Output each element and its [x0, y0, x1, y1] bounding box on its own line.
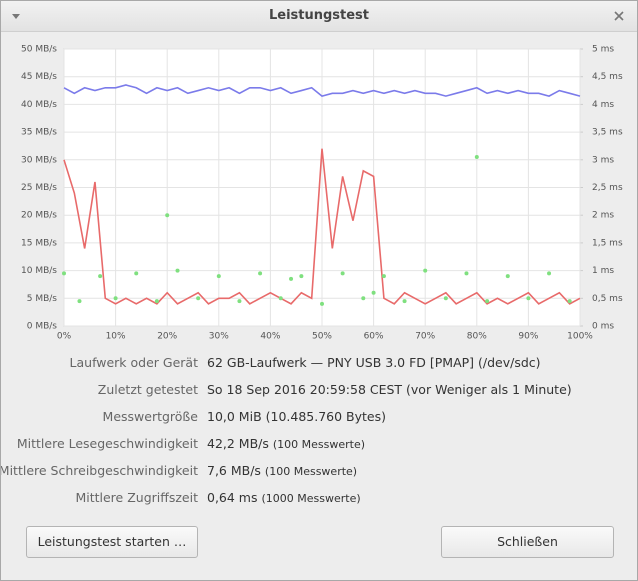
access-point — [258, 271, 263, 276]
detail-label: Zuletzt getestet — [97, 382, 198, 397]
access-point — [98, 274, 103, 279]
close-icon[interactable] — [613, 10, 625, 22]
detail-value: 7,6 MB/s (100 Messwerte) — [207, 463, 357, 478]
detail-value: 62 GB-Laufwerk — PNY USB 3.0 FD [PMAP] (… — [207, 355, 541, 370]
y-tick-label: 0 MB/s — [27, 322, 58, 332]
access-point — [361, 296, 366, 301]
y2-tick-label: 1,5 ms — [592, 238, 623, 248]
access-point — [485, 299, 490, 304]
y2-tick-label: 5 ms — [592, 45, 614, 55]
access-point — [526, 296, 531, 301]
menu-arrow[interactable] — [11, 11, 21, 21]
access-point — [289, 276, 294, 281]
y2-tick-label: 2 ms — [592, 211, 614, 221]
detail-value: 42,2 MB/s — [207, 436, 269, 451]
x-tick-label: 0% — [57, 332, 72, 342]
access-point — [547, 271, 552, 276]
detail-value: 7,6 MB/s — [207, 463, 261, 478]
detail-label: Mittlere Zugriffszeit — [75, 490, 198, 505]
access-point — [402, 299, 407, 304]
y-tick-label: 35 MB/s — [21, 128, 57, 138]
access-point — [567, 299, 572, 304]
access-point — [113, 296, 118, 301]
title-bar: Leistungstest — [1, 1, 637, 32]
detail-note: (100 Messwerte) — [264, 465, 358, 478]
detail-label: Mittlere Schreibgeschwindigkeit — [0, 463, 198, 478]
detail-value: 0,64 ms — [207, 490, 258, 505]
y2-tick-label: 4,5 ms — [592, 72, 623, 82]
detail-note: (1000 Messwerte) — [261, 492, 361, 505]
y-tick-label: 20 MB/s — [21, 211, 57, 221]
y2-tick-label: 3 ms — [592, 155, 614, 165]
y2-tick-label: 4 ms — [592, 100, 614, 110]
detail-label: Mittlere Lesegeschwindigkeit — [16, 436, 198, 451]
detail-label: Messwertgröße — [102, 409, 198, 424]
access-point — [196, 296, 201, 301]
y-tick-label: 10 MB/s — [21, 266, 57, 276]
access-point — [216, 274, 221, 279]
access-point — [443, 296, 448, 301]
x-tick-label: 100% — [567, 332, 593, 342]
y2-tick-label: 0,5 ms — [592, 294, 623, 304]
access-point — [474, 155, 479, 160]
detail-note: (100 Messwerte) — [272, 438, 366, 451]
access-point — [134, 271, 139, 276]
access-point — [165, 213, 170, 218]
x-tick-label: 60% — [364, 332, 384, 342]
access-point — [77, 299, 82, 304]
x-tick-label: 90% — [518, 332, 538, 342]
access-point — [320, 301, 324, 306]
y2-tick-label: 0 ms — [592, 322, 614, 332]
y-tick-label: 45 MB/s — [21, 72, 57, 82]
access-point — [154, 299, 159, 304]
detail-value: 10,0 MiB (10.485.760 Bytes) — [207, 409, 386, 424]
access-point — [340, 271, 345, 276]
access-point — [299, 274, 304, 279]
y-tick-label: 40 MB/s — [21, 100, 57, 110]
y-tick-label: 5 MB/s — [27, 294, 58, 304]
access-point — [175, 268, 180, 273]
detail-value: So 18 Sep 2016 20:59:58 CEST (vor Wenige… — [207, 382, 572, 397]
close-button[interactable]: Schließen — [441, 526, 614, 558]
detail-value: 0,64 ms (1000 Messwerte) — [207, 490, 361, 505]
y-tick-label: 15 MB/s — [21, 238, 57, 248]
access-point — [62, 271, 66, 276]
x-tick-label: 80% — [467, 332, 487, 342]
access-point — [505, 274, 510, 279]
detail-label: Laufwerk oder Gerät — [69, 355, 198, 370]
y2-tick-label: 2,5 ms — [592, 183, 623, 193]
x-tick-label: 50% — [312, 332, 332, 342]
start-button[interactable]: Leistungstest starten … — [26, 526, 198, 558]
access-point — [464, 271, 469, 276]
access-point — [278, 296, 283, 301]
access-point — [381, 274, 386, 279]
y-tick-label: 30 MB/s — [21, 155, 57, 165]
window-title: Leistungstest — [268, 8, 370, 23]
access-point — [423, 268, 428, 273]
x-tick-label: 30% — [209, 332, 229, 342]
y2-tick-label: 1 ms — [592, 266, 614, 276]
x-tick-label: 20% — [157, 332, 177, 342]
detail-value: 42,2 MB/s (100 Messwerte) — [207, 436, 365, 451]
x-tick-label: 40% — [260, 332, 280, 342]
y-tick-label: 50 MB/s — [21, 45, 57, 55]
series-line — [63, 84, 581, 97]
access-point — [371, 290, 376, 295]
benchmark-chart: 0 MB/s 5 MB/s 10 MB/s 15 MB/s 20 MB/s 25 MB/s… — [21, 45, 623, 342]
x-tick-label: 70% — [415, 332, 435, 342]
x-tick-label: 10% — [106, 332, 126, 342]
y2-tick-label: 3,5 ms — [592, 128, 623, 138]
series-line — [63, 148, 581, 305]
access-point — [237, 299, 242, 304]
y-tick-label: 25 MB/s — [21, 183, 57, 193]
